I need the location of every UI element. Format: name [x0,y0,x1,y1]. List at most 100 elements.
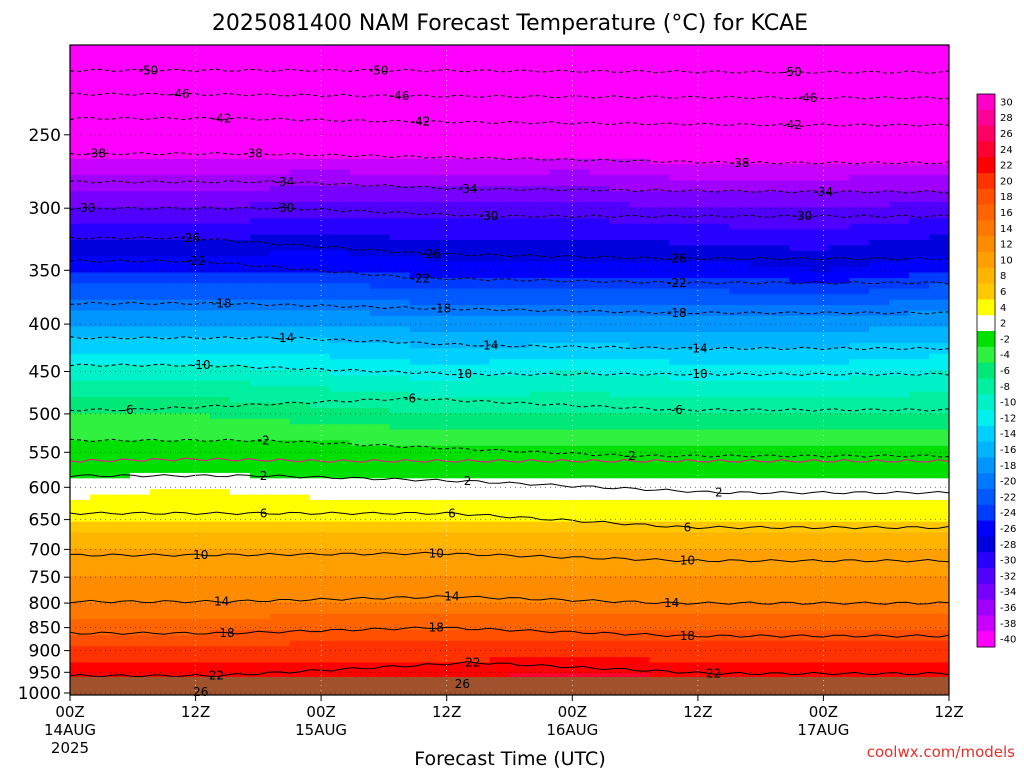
temperature-cell [229,489,251,496]
temperature-cell [789,234,810,241]
temperature-cell [389,137,411,144]
temperature-cell [749,77,770,84]
temperature-cell [409,353,431,360]
temperature-cell [289,45,311,52]
temperature-cell [109,375,131,382]
temperature-cell [149,82,171,89]
temperature-cell [829,478,850,485]
temperature-cell [869,375,890,382]
temperature-cell [369,489,391,496]
temperature-cell [289,359,311,366]
temperature-cell [209,532,231,539]
temperature-cell [349,196,371,203]
temperature-cell [709,391,730,398]
temperature-cell [929,353,949,360]
temperature-cell [289,554,311,561]
temperature-cell [749,61,770,68]
temperature-cell [789,359,810,366]
temperature-cell [349,348,371,355]
temperature-cell [109,277,131,284]
temperature-cell [809,397,830,404]
temperature-cell [749,445,770,452]
temperature-cell [269,120,291,127]
temperature-cell [629,61,650,68]
temperature-cell [849,137,870,144]
temperature-cell [389,223,411,230]
temperature-cell [749,527,770,534]
temperature-cell [849,321,870,328]
temperature-cell [289,299,311,306]
temperature-cell [70,494,91,501]
temperature-cell [329,120,351,127]
temperature-cell [529,256,551,263]
temperature-cell [549,153,571,160]
temperature-cell [329,386,351,393]
temperature-cell [89,337,111,344]
temperature-cell [849,602,870,609]
temperature-cell [269,223,291,230]
temperature-cell [169,451,191,458]
temperature-cell [89,50,111,57]
temperature-cell [569,462,591,469]
temperature-cell [849,55,870,62]
temperature-cell [149,142,171,149]
temperature-cell [229,82,251,89]
temperature-cell [329,93,351,100]
temperature-cell [869,543,890,550]
temperature-cell [509,169,531,176]
temperature-cell [289,126,311,133]
temperature-cell [869,147,890,154]
temperature-cell [129,305,151,312]
temperature-cell [529,202,551,209]
temperature-cell [849,445,870,452]
temperature-cell [209,619,231,626]
temperature-cell [149,326,171,333]
temperature-cell [409,326,431,333]
temperature-cell [609,212,630,219]
temperature-cell [609,586,630,593]
temperature-cell [189,559,211,566]
temperature-cell [169,294,191,301]
temperature-cell [169,397,191,404]
temperature-cell [469,359,491,366]
temperature-cell [209,521,231,528]
temperature-cell [929,359,949,366]
temperature-cell [669,559,690,566]
temperature-cell [909,364,930,371]
temperature-cell [269,592,291,599]
temperature-cell [429,50,451,57]
temperature-cell [929,337,949,344]
temperature-cell [589,397,610,404]
temperature-cell [769,353,790,360]
temperature-cell [289,380,311,387]
temperature-cell [509,489,531,496]
temperature-cell [269,440,291,447]
temperature-cell [529,397,551,404]
temperature-cell [509,326,531,333]
temperature-cell [229,386,251,393]
temperature-cell [129,543,151,550]
temperature-cell [409,391,431,398]
temperature-cell [889,164,910,171]
temperature-cell [809,516,830,523]
temperature-cell [489,212,511,219]
temperature-cell [309,229,331,236]
temperature-cell [469,250,491,257]
temperature-cell [849,196,870,203]
temperature-cell [529,240,551,247]
temperature-cell [309,256,331,263]
temperature-cell [129,342,151,349]
temperature-cell [409,494,431,501]
temperature-cell [409,310,431,317]
temperature-cell [869,608,890,615]
temperature-cell [489,77,511,84]
temperature-cell [749,608,770,615]
temperature-cell [769,559,790,566]
temperature-cell [369,61,391,68]
temperature-cell [309,294,331,301]
temperature-cell [689,483,710,490]
temperature-cell [169,169,191,176]
temperature-cell [169,66,191,73]
temperature-cell [849,500,870,507]
temperature-cell [449,321,471,328]
